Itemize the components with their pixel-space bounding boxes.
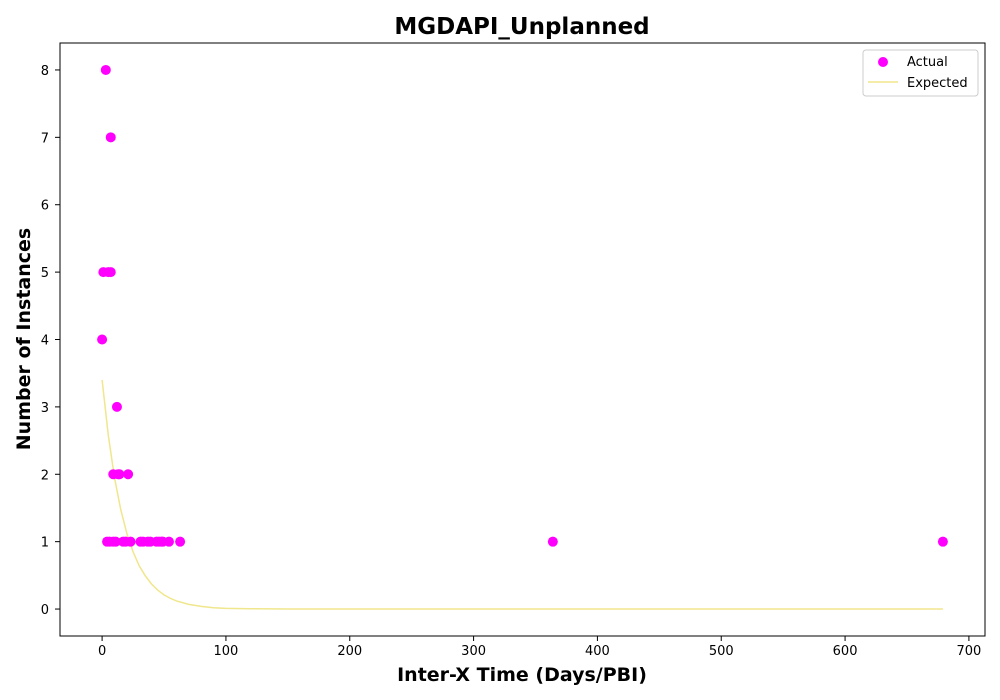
x-tick-label: 300 — [461, 644, 486, 659]
x-tick-label: 600 — [833, 644, 858, 659]
actual-point — [123, 469, 134, 480]
chart-title: MGDAPI_Unplanned — [394, 14, 649, 40]
y-tick-label: 0 — [41, 603, 49, 618]
expected-line — [101, 379, 943, 610]
y-axis: 0 1 2 3 4 5 6 7 8 — [41, 64, 60, 618]
x-tick-label: 700 — [956, 644, 981, 659]
x-tick-label: 200 — [337, 644, 362, 659]
y-tick-label: 3 — [41, 401, 49, 416]
y-axis-label: Number of Instances — [13, 228, 35, 450]
actual-point — [937, 536, 948, 547]
y-tick-label: 6 — [41, 199, 49, 214]
plot-area — [97, 64, 948, 610]
actual-point — [97, 334, 108, 345]
x-tick-label: 500 — [709, 644, 734, 659]
legend: Actual Expected — [862, 49, 979, 97]
legend-expected-label: Expected — [907, 76, 968, 91]
x-axis: 0 100 200 300 400 500 600 700 — [98, 636, 981, 659]
actual-point — [125, 536, 136, 547]
y-tick-label: 7 — [41, 131, 49, 146]
actual-point — [547, 536, 558, 547]
legend-actual-label: Actual — [907, 55, 948, 70]
x-axis-label: Inter-X Time (Days/PBI) — [397, 664, 647, 686]
y-tick-label: 4 — [41, 334, 49, 349]
actual-point — [100, 64, 111, 75]
y-tick-label: 5 — [41, 266, 49, 281]
x-tick-label: 100 — [214, 644, 239, 659]
actual-point — [105, 132, 116, 143]
y-tick-label: 8 — [41, 64, 49, 79]
x-tick-label: 400 — [585, 644, 610, 659]
legend-box — [862, 49, 979, 97]
plot-frame — [59, 42, 986, 637]
actual-point — [163, 536, 174, 547]
x-tick-label: 0 — [98, 644, 106, 659]
actual-point — [110, 536, 121, 547]
actual-point — [111, 401, 122, 412]
y-tick-label: 1 — [41, 536, 49, 551]
actual-point — [175, 536, 186, 547]
actual-point — [105, 267, 116, 278]
y-tick-label: 2 — [41, 468, 49, 483]
actual-point — [114, 469, 125, 480]
legend-actual-marker — [878, 57, 888, 67]
